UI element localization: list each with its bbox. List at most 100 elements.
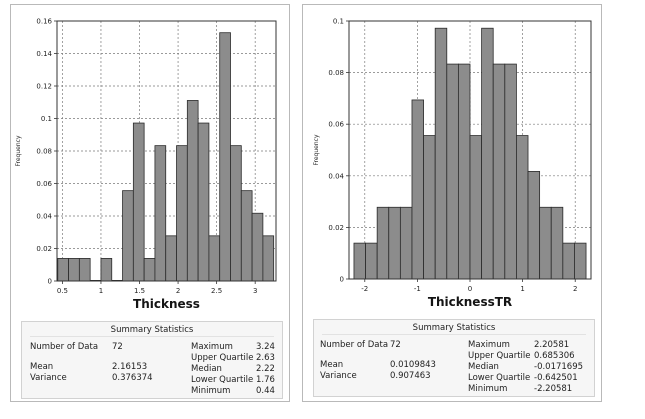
- y-tick-label: 0.08: [328, 69, 344, 77]
- histogram-bar: [186, 100, 199, 282]
- histogram-bar: [446, 63, 459, 280]
- x-tick-label: -2: [361, 285, 368, 293]
- histogram-bar: [376, 206, 390, 280]
- mean-value: 2.16153: [112, 362, 148, 372]
- variance-label: Variance: [30, 373, 67, 383]
- histogram-bar: [68, 258, 80, 282]
- histogram-bar: [240, 190, 253, 282]
- lower-quartile-label: Lower Quartile: [191, 375, 254, 385]
- y-tick-label: 0.02: [36, 245, 52, 253]
- histogram-bar: [122, 190, 134, 282]
- upper-quartile-label: Upper Quartile: [191, 353, 254, 363]
- stats-divider: [322, 334, 586, 335]
- y-tick-label: 0: [340, 276, 344, 284]
- number-of-data-label: Number of Data: [320, 340, 389, 350]
- histogram-bar: [574, 242, 587, 280]
- y-tick-label: 0.06: [36, 180, 52, 188]
- histogram-bar: [251, 212, 264, 282]
- lower-quartile-value: 1.76: [256, 375, 275, 385]
- histogram-bar: [492, 63, 506, 280]
- y-tick-label: 0.04: [36, 213, 52, 221]
- median-value: 2.22: [256, 364, 275, 374]
- x-tick-label: 1: [520, 285, 524, 293]
- variance-value: 0.376374: [112, 373, 153, 383]
- number-of-data-label: Number of Data: [30, 342, 99, 352]
- lower-quartile-label: Lower Quartile: [468, 373, 531, 383]
- histogram-bar: [78, 258, 91, 282]
- x-tick-label: 2: [176, 287, 180, 295]
- minimum-label: Minimum: [468, 384, 508, 394]
- histogram-bar: [399, 206, 413, 280]
- histogram-bar: [527, 171, 541, 280]
- maximum-value: 2.20581: [534, 340, 570, 350]
- y-tick-label: 0.1: [41, 115, 52, 123]
- median-value: -0.0171695: [534, 362, 584, 372]
- histogram-bar: [219, 32, 231, 282]
- x-tick-label: 3: [253, 287, 257, 295]
- mean-value: 0.0109843: [390, 360, 436, 370]
- histogram-bar: [132, 122, 145, 282]
- mean-label: Mean: [30, 362, 54, 372]
- thicknesstr-histogram: 0 0.02 0.04 0.06 0.08 0.1 -2 -1 0 1 2 ThicknessTR Fr…: [313, 18, 592, 309]
- variance-value: 0.907463: [390, 371, 431, 381]
- histogram-bar: [550, 206, 564, 280]
- histogram-bar: [423, 135, 436, 280]
- y-tick-label: 0.06: [328, 121, 344, 129]
- variance-label: Variance: [320, 371, 357, 381]
- summary-statistics-thickness: Summary Statistics Number of Data 72 Mea…: [21, 321, 283, 399]
- histogram-panel-thicknesstr: 0 0.02 0.04 0.06 0.08 0.1 -2 -1 0 1 2 ThicknessTR Fr…: [302, 4, 602, 402]
- histogram-bar: [539, 206, 552, 280]
- histogram-bar: [434, 27, 448, 280]
- histogram-bar: [504, 63, 517, 280]
- upper-quartile-value: 2.63: [256, 353, 275, 363]
- histogram-bar: [481, 27, 494, 280]
- histogram-bar: [176, 145, 188, 282]
- y-tick-label: 0.16: [36, 18, 52, 26]
- lower-quartile-value: -0.642501: [534, 373, 578, 383]
- thickness-histogram: 0 0.02 0.04 0.06 0.08 0.1 0.12 0.14 0.16 0.5 1 1.5 2…: [15, 18, 277, 311]
- histogram-bar: [516, 135, 529, 280]
- maximum-value: 3.24: [256, 342, 275, 352]
- histogram-bar: [165, 235, 177, 282]
- upper-quartile-label: Upper Quartile: [468, 351, 531, 361]
- y-tick-label: 0.14: [36, 50, 52, 58]
- histogram-panel-thickness: 0 0.02 0.04 0.06 0.08 0.1 0.12 0.14 0.16 0.5 1 1.5 2…: [10, 4, 290, 402]
- y-tick-label: 0.04: [328, 172, 344, 180]
- stats-divider: [30, 336, 274, 337]
- x-tick-label: -1: [414, 285, 421, 293]
- x-tick-label: 0: [468, 285, 472, 293]
- x-tick-label: 1.5: [134, 287, 145, 295]
- y-tick-label: 0.1: [333, 18, 344, 26]
- summary-statistics-thicknesstr: Summary Statistics Number of Data 72 Mea…: [313, 319, 595, 397]
- y-tick-label: 0: [48, 278, 52, 286]
- histogram-bar: [154, 145, 167, 282]
- y-axis-label: Frequency: [15, 135, 22, 166]
- stats-title: Summary Statistics: [412, 323, 496, 333]
- y-tick-label: 0.12: [36, 83, 52, 91]
- histogram-bar: [562, 242, 575, 280]
- maximum-label: Maximum: [191, 342, 233, 352]
- histogram-bar: [388, 206, 401, 280]
- minimum-value: -2.20581: [534, 384, 573, 394]
- x-tick-label: 2.5: [211, 287, 222, 295]
- y-tick-label: 0.02: [328, 224, 344, 232]
- histogram-bar: [208, 235, 221, 282]
- x-tick-label: 2: [573, 285, 577, 293]
- histogram-bar: [57, 258, 69, 282]
- x-tick-label: 0.5: [57, 287, 68, 295]
- stats-title: Summary Statistics: [110, 325, 194, 335]
- histogram-bar: [353, 242, 366, 280]
- maximum-label: Maximum: [468, 340, 510, 350]
- y-tick-label: 0.08: [36, 148, 52, 156]
- number-of-data-value: 72: [390, 340, 401, 350]
- x-axis-label: Thickness: [133, 297, 200, 311]
- histogram-bar: [230, 145, 242, 282]
- x-axis-label: ThicknessTR: [428, 295, 512, 309]
- median-label: Median: [191, 364, 222, 374]
- histogram-bar: [100, 258, 113, 282]
- histogram-bar: [411, 99, 424, 280]
- upper-quartile-value: 0.685306: [534, 351, 575, 361]
- number-of-data-value: 72: [112, 342, 123, 352]
- histogram-bar: [262, 235, 275, 282]
- histogram-bar: [469, 135, 483, 280]
